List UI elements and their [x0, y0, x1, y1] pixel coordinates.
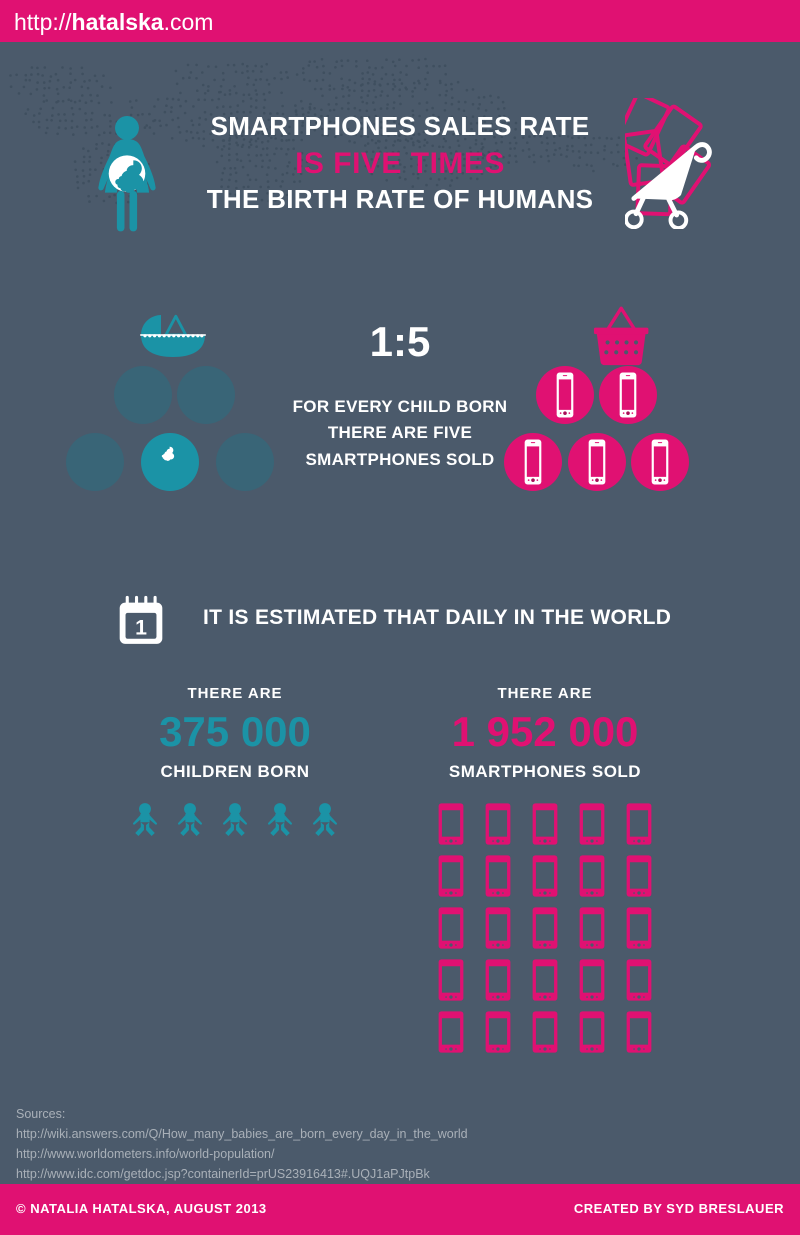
- svg-text:1: 1: [135, 616, 147, 640]
